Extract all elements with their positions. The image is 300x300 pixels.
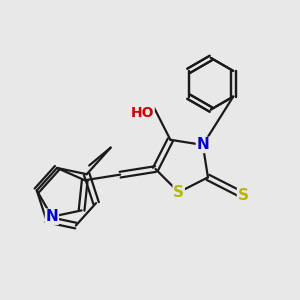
Text: HO: HO [130,106,154,120]
Text: S: S [173,185,184,200]
Text: N: N [196,137,209,152]
Text: N: N [46,209,58,224]
Text: S: S [238,188,249,203]
